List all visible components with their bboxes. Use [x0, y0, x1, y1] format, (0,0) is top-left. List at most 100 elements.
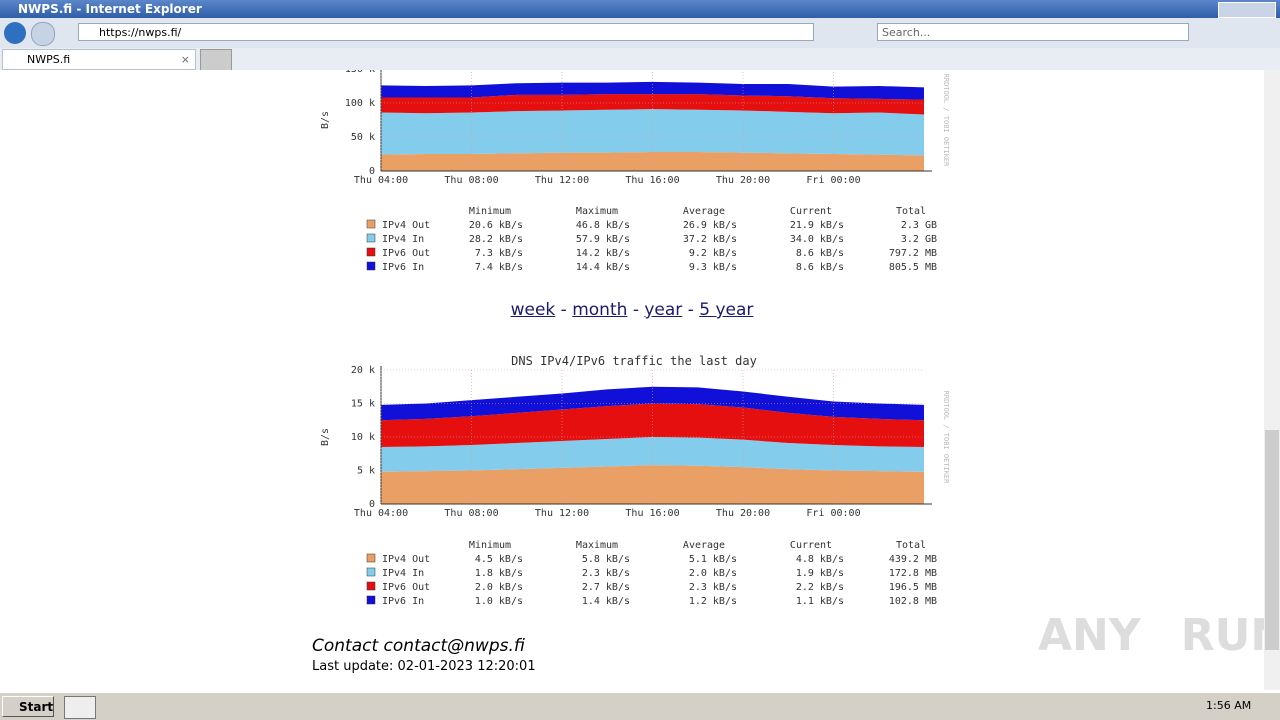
legend-value: 37.2 kB/s	[683, 234, 737, 245]
legend-value: 28.2 kB/s	[469, 234, 523, 245]
legend-name: IPv4 In	[382, 568, 424, 579]
legend-value: 196.5 MB	[889, 582, 937, 593]
legend-name: IPv4 Out	[382, 554, 430, 565]
legend-value: 34.0 kB/s	[790, 234, 844, 245]
y-tick-label: 15 k	[351, 399, 375, 410]
x-tick-label: Thu 12:00	[535, 175, 589, 186]
legend-value: 9.2 kB/s	[689, 248, 737, 259]
y-axis-label: B/s	[320, 111, 331, 129]
separator: -	[560, 300, 567, 320]
legend-value: 21.9 kB/s	[790, 220, 844, 231]
legend-swatch	[366, 261, 376, 271]
search-field[interactable]: Search...	[877, 23, 1189, 41]
legend-value: 5.1 kB/s	[689, 554, 737, 565]
legend-header: Current	[790, 540, 832, 551]
y-tick-label: 150 k	[345, 70, 375, 75]
graphs: B/s RRDTOOL / TOBI OETIKER 0 50 k 100 k 150 k…	[320, 70, 950, 607]
scroll-thumb[interactable]	[1265, 430, 1279, 650]
legend-value: 14.4 kB/s	[576, 262, 630, 273]
legend-swatch	[366, 567, 376, 577]
contact: Contact contact@nwps.fi	[312, 636, 525, 656]
legend-name: IPv6 Out	[382, 248, 430, 259]
legend-value: 2.3 kB/s	[582, 568, 630, 579]
title-bar: NWPS.fi - Internet Explorer	[0, 0, 1280, 18]
tab-bar: NWPS.fi ×	[0, 48, 1280, 71]
link-month[interactable]: month	[572, 300, 628, 320]
x-tick-label: Thu 04:00	[354, 508, 408, 519]
legend-swatch	[366, 247, 376, 257]
back-button[interactable]	[4, 22, 26, 44]
search-placeholder: Search...	[882, 26, 931, 39]
legend-value: 46.8 kB/s	[576, 220, 630, 231]
y-tick-label: 100 k	[345, 98, 375, 109]
ie-button[interactable]	[64, 696, 96, 719]
legend-value: 1.2 kB/s	[689, 596, 737, 607]
legend-value: 1.1 kB/s	[796, 596, 844, 607]
legend-name: IPv6 In	[382, 262, 424, 273]
watermark: ANY RUN	[1038, 610, 1264, 661]
legend-value: 57.9 kB/s	[576, 234, 630, 245]
legend-value: 1.4 kB/s	[582, 596, 630, 607]
x-tick-label: Thu 16:00	[625, 175, 679, 186]
legend-header: Maximum	[576, 540, 618, 551]
x-tick-label: Thu 20:00	[716, 508, 770, 519]
watermark-left: ANY	[1038, 610, 1141, 661]
url-field[interactable]: https://nwps.fi/	[78, 23, 814, 41]
legend-value: 1.9 kB/s	[796, 568, 844, 579]
content: B/s RRDTOOL / TOBI OETIKER 0 50 k 100 k 150 k…	[0, 70, 1264, 690]
period-links: week - month - year - 5 year	[0, 300, 1264, 320]
separator: -	[687, 300, 694, 320]
link-year[interactable]: year	[644, 300, 683, 320]
credit: RRDTOOL / TOBI OETIKER	[942, 74, 950, 168]
legend-name: IPv6 In	[382, 596, 424, 607]
y-tick-label: 0	[369, 499, 375, 510]
y-tick-label: 50 k	[351, 132, 375, 143]
legend-value: 8.6 kB/s	[796, 248, 844, 259]
legend-value: 797.2 MB	[889, 248, 937, 259]
url: https://nwps.fi/	[99, 26, 182, 39]
link-5-year[interactable]: 5 year	[699, 300, 754, 320]
watermark-right: RUN	[1180, 610, 1264, 661]
new-tab[interactable]	[200, 49, 232, 71]
legend-swatch	[366, 595, 376, 605]
scrollbar[interactable]	[1264, 70, 1280, 690]
y-axis-label: B/s	[320, 428, 331, 446]
legend-value: 2.0 kB/s	[475, 582, 523, 593]
x-tick-label: Thu 08:00	[444, 508, 498, 519]
y-tick-label: 10 k	[351, 432, 375, 443]
legend-value: 26.9 kB/s	[683, 220, 737, 231]
taskbar: Start 1:56 AM	[0, 692, 1280, 720]
legend-value: 3.2 GB	[901, 234, 937, 245]
legend-swatch	[366, 233, 376, 243]
legend-header: Minimum	[469, 540, 511, 551]
x-tick-label: Thu 04:00	[354, 175, 408, 186]
tab-title: NWPS.fi	[27, 53, 71, 66]
legend-value: 14.2 kB/s	[576, 248, 630, 259]
credit: RRDTOOL / TOBI OETIKER	[942, 391, 950, 485]
area-series	[381, 151, 924, 171]
area-series	[381, 94, 924, 115]
forward-button[interactable]	[31, 22, 55, 46]
start-button[interactable]: Start	[2, 696, 54, 717]
legend-value: 805.5 MB	[889, 262, 937, 273]
legend-value: 7.3 kB/s	[475, 248, 523, 259]
legend-value: 20.6 kB/s	[469, 220, 523, 231]
legend-header: Minimum	[469, 206, 511, 217]
window-controls[interactable]	[1218, 2, 1276, 18]
legend-value: 2.0 kB/s	[689, 568, 737, 579]
legend-header: Total	[896, 540, 926, 551]
address-bar: https://nwps.fi/ Search...	[0, 18, 1280, 48]
legend-swatch	[366, 553, 376, 563]
legend-name: IPv6 Out	[382, 582, 430, 593]
legend-header: Average	[683, 206, 725, 217]
legend-value: 439.2 MB	[889, 554, 937, 565]
legend-value: 2.3 kB/s	[689, 582, 737, 593]
x-tick-label: Thu 20:00	[716, 175, 770, 186]
legend-header: Maximum	[576, 206, 618, 217]
y-tick-label: 20 k	[351, 365, 375, 376]
tab[interactable]: NWPS.fi ×	[2, 49, 196, 70]
legend-header: Average	[683, 540, 725, 551]
legend-name: IPv4 Out	[382, 220, 430, 231]
link-week[interactable]: week	[510, 300, 556, 320]
